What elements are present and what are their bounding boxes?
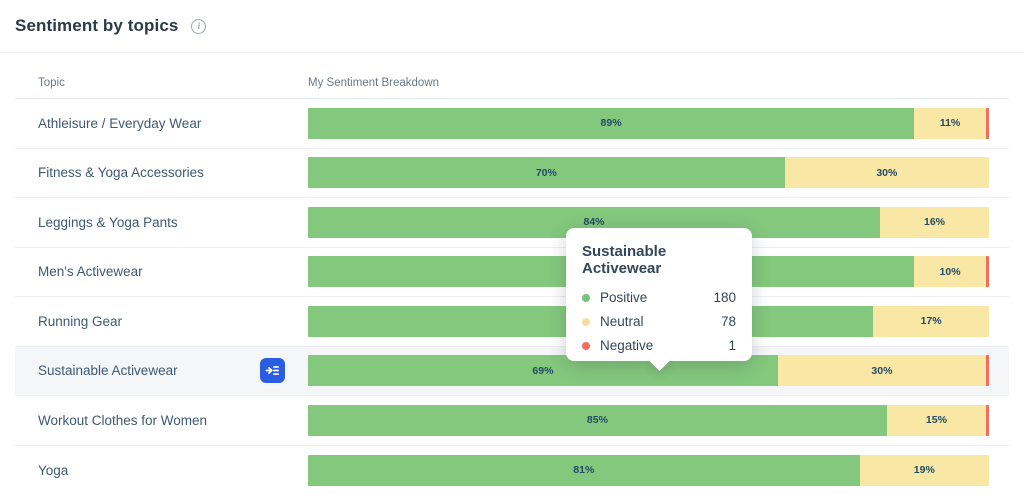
topic-label: Leggings & Yoga Pants bbox=[38, 214, 178, 230]
neutral-percent-label: 30% bbox=[871, 364, 893, 377]
neutral-percent-label: 11% bbox=[939, 117, 961, 130]
table-row[interactable]: Workout Clothes for Women 85% 15% bbox=[15, 396, 1009, 446]
positive-segment[interactable]: 70% bbox=[308, 157, 785, 189]
neutral-percent-label: 15% bbox=[925, 414, 947, 427]
neutral-percent-label: 10% bbox=[939, 265, 961, 278]
tooltip-row-positive: Positive 180 bbox=[582, 290, 736, 305]
tooltip-value-positive: 180 bbox=[713, 290, 736, 305]
tooltip-value-neutral: 78 bbox=[720, 314, 736, 329]
table-row[interactable]: Men's Activewear 10% bbox=[15, 248, 1009, 297]
positive-percent-label: 85% bbox=[586, 414, 608, 427]
bar-cell: 81% 19% bbox=[308, 454, 1009, 486]
positive-percent-label: 70% bbox=[535, 166, 557, 179]
neutral-dot-icon bbox=[582, 317, 590, 326]
neutral-segment[interactable]: 11% bbox=[914, 107, 986, 139]
positive-segment[interactable]: 89% bbox=[308, 107, 915, 139]
topic-cell: Athleisure / Everyday Wear bbox=[15, 116, 308, 131]
topic-cell: Workout Clothes for Women bbox=[15, 413, 308, 428]
info-icon[interactable]: i bbox=[191, 18, 207, 34]
tooltip-row-negative: Negative 1 bbox=[582, 338, 736, 353]
topic-cell: Fitness & Yoga Accessories bbox=[15, 165, 308, 180]
table-row[interactable]: Sustainable Activewear 69% 30% bbox=[15, 346, 1009, 396]
neutral-segment[interactable]: 17% bbox=[873, 305, 989, 337]
page-header: Sentiment by topics i bbox=[0, 0, 1024, 53]
topic-cell: Men's Activewear bbox=[15, 264, 308, 279]
table-row[interactable]: Yoga 81% 19% bbox=[15, 446, 1009, 496]
topic-cell: Sustainable Activewear bbox=[15, 358, 308, 384]
topic-label: Workout Clothes for Women bbox=[38, 412, 208, 428]
neutral-segment[interactable]: 16% bbox=[880, 206, 989, 238]
table-body: Athleisure / Everyday Wear 89% 11% Fitne… bbox=[15, 99, 1009, 495]
sentiment-bar[interactable]: 70% 30% bbox=[308, 157, 989, 189]
neutral-percent-label: 17% bbox=[920, 315, 942, 328]
bar-cell: 85% 15% bbox=[308, 404, 1009, 436]
table-row[interactable]: Fitness & Yoga Accessories 70% 30% bbox=[15, 149, 1009, 198]
positive-percent-label: 81% bbox=[573, 464, 595, 477]
table-row[interactable]: Athleisure / Everyday Wear 89% 11% bbox=[15, 99, 1009, 149]
sentiment-tooltip: Sustainable Activewear Positive 180 Neut… bbox=[566, 228, 752, 372]
table-row[interactable]: Running Gear 17% bbox=[15, 297, 1009, 347]
tooltip-title: Sustainable Activewear bbox=[582, 243, 667, 277]
topic-cell: Running Gear bbox=[15, 314, 308, 329]
topic-label: Running Gear bbox=[38, 313, 123, 329]
tooltip-label-positive: Positive bbox=[600, 290, 648, 305]
positive-dot-icon bbox=[582, 293, 590, 302]
column-header-breakdown: My Sentiment Breakdown bbox=[308, 77, 440, 89]
neutral-percent-label: 19% bbox=[913, 464, 935, 477]
positive-percent-label: 89% bbox=[600, 117, 622, 130]
topic-cell: Leggings & Yoga Pants bbox=[15, 215, 308, 230]
sentiment-bar[interactable]: 81% 19% bbox=[308, 454, 989, 486]
table-column-header: Topic My Sentiment Breakdown bbox=[15, 53, 1009, 99]
topic-label: Yoga bbox=[38, 462, 69, 478]
bar-cell: 70% 30% bbox=[308, 157, 1009, 189]
neutral-segment[interactable]: 10% bbox=[914, 256, 986, 288]
topic-cell: Yoga bbox=[15, 463, 308, 478]
tooltip-label-negative: Negative bbox=[600, 338, 654, 353]
sentiment-bar[interactable]: 85% 15% bbox=[308, 404, 989, 436]
sentiment-bar[interactable]: 89% 11% bbox=[308, 107, 989, 139]
tooltip-value-negative: 1 bbox=[728, 338, 736, 353]
bar-cell: 89% 11% bbox=[308, 107, 1009, 139]
negative-segment[interactable] bbox=[986, 404, 989, 436]
negative-segment[interactable] bbox=[986, 256, 989, 288]
page-title: Sentiment by topics bbox=[15, 16, 179, 35]
positive-percent-label: 84% bbox=[583, 216, 605, 229]
topic-label: Sustainable Activewear bbox=[38, 363, 178, 379]
negative-dot-icon bbox=[582, 341, 590, 350]
column-header-topic: Topic bbox=[38, 77, 65, 89]
positive-percent-label: 69% bbox=[532, 364, 554, 377]
neutral-percent-label: 16% bbox=[924, 216, 946, 229]
arrow-into-list-icon bbox=[265, 366, 279, 376]
topic-label: Athleisure / Everyday Wear bbox=[38, 115, 202, 131]
tooltip-label-neutral: Neutral bbox=[600, 314, 644, 329]
neutral-segment[interactable]: 19% bbox=[859, 454, 989, 486]
topic-label: Fitness & Yoga Accessories bbox=[38, 165, 204, 181]
positive-segment[interactable]: 85% bbox=[308, 404, 887, 436]
positive-segment[interactable]: 81% bbox=[308, 454, 860, 486]
neutral-segment[interactable]: 15% bbox=[886, 404, 986, 436]
drilldown-button[interactable] bbox=[260, 358, 285, 384]
negative-segment[interactable] bbox=[986, 107, 989, 139]
topic-label: Men's Activewear bbox=[38, 264, 143, 280]
negative-segment[interactable] bbox=[986, 355, 989, 387]
table-row[interactable]: Leggings & Yoga Pants 84% 16% bbox=[15, 198, 1009, 248]
neutral-segment[interactable]: 30% bbox=[784, 157, 989, 189]
neutral-segment[interactable]: 30% bbox=[777, 355, 986, 387]
neutral-percent-label: 30% bbox=[876, 166, 898, 179]
sentiment-table: Topic My Sentiment Breakdown Athleisure … bbox=[15, 53, 1009, 495]
tooltip-row-neutral: Neutral 78 bbox=[582, 314, 736, 329]
